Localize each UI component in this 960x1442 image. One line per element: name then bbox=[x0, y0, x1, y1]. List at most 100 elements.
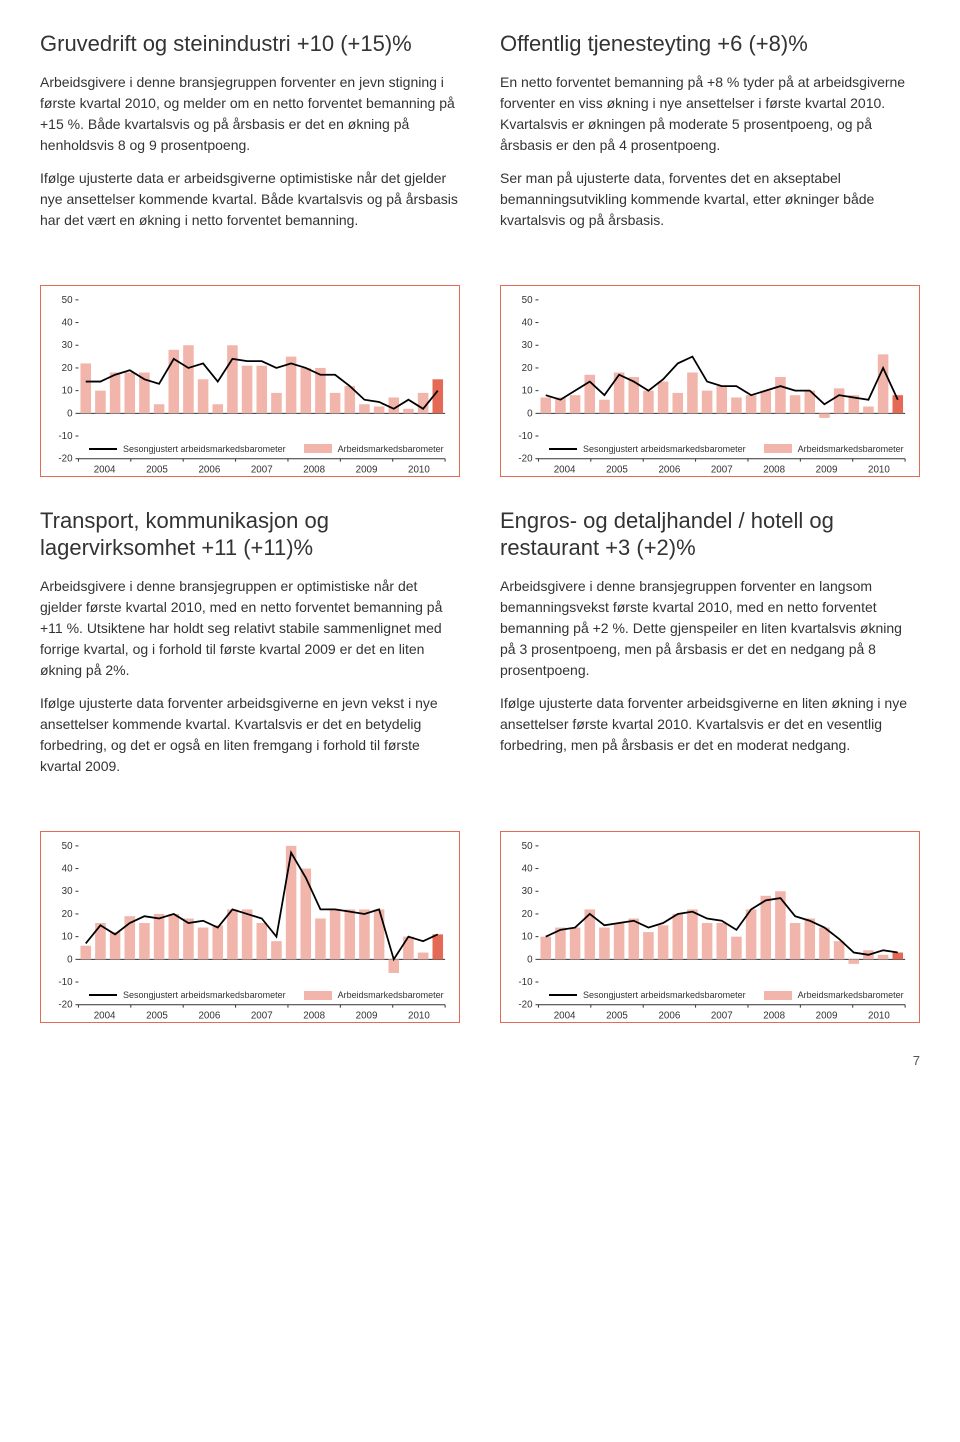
bar bbox=[80, 945, 91, 959]
legend-bar: Arbeidsmarkedsbarometer bbox=[304, 990, 444, 1000]
bar bbox=[804, 918, 815, 959]
bar bbox=[746, 395, 757, 413]
x-tick-label: 2008 bbox=[303, 464, 325, 475]
x-tick-label: 2004 bbox=[94, 1010, 116, 1021]
bar bbox=[374, 406, 385, 413]
legend-bar-label: Arbeidsmarkedsbarometer bbox=[338, 990, 444, 1000]
y-tick-label: 20 bbox=[62, 909, 73, 920]
bar bbox=[716, 386, 727, 413]
bar bbox=[286, 846, 297, 959]
bar bbox=[760, 390, 771, 413]
y-tick-label: 30 bbox=[522, 340, 533, 351]
y-tick-label: 30 bbox=[522, 886, 533, 897]
bar bbox=[330, 392, 341, 412]
bar bbox=[212, 404, 223, 413]
chart-engros: -20-100102030405020042005200620072008200… bbox=[500, 831, 920, 1023]
bar bbox=[760, 896, 771, 960]
legend-bar-label: Arbeidsmarkedsbarometer bbox=[338, 444, 444, 454]
bar bbox=[403, 408, 414, 413]
section-para: Ser man på ujusterte data, forventes det… bbox=[500, 168, 920, 231]
legend-bar: Arbeidsmarkedsbarometer bbox=[304, 444, 444, 454]
legend-bar-swatch bbox=[764, 444, 792, 453]
bar bbox=[540, 397, 551, 413]
bar bbox=[658, 925, 669, 959]
x-tick-label: 2010 bbox=[408, 1010, 430, 1021]
legend-line: Sesongjustert arbeidsmarkedsbarometer bbox=[89, 444, 286, 454]
legend-line-label: Sesongjustert arbeidsmarkedsbarometer bbox=[583, 444, 746, 454]
bar bbox=[687, 372, 698, 413]
section-para: Arbeidsgivere i denne bransjegruppen for… bbox=[40, 72, 460, 156]
y-tick-label: 50 bbox=[62, 841, 73, 852]
bar bbox=[418, 952, 429, 959]
bar bbox=[315, 918, 326, 959]
y-tick-label: 0 bbox=[527, 408, 533, 419]
bar bbox=[110, 932, 121, 959]
y-tick-label: 10 bbox=[522, 385, 533, 396]
chart-legend: Sesongjustert arbeidsmarkedsbarometer Ar… bbox=[49, 990, 451, 1000]
bar bbox=[878, 354, 889, 413]
bar bbox=[672, 914, 683, 959]
bar bbox=[242, 909, 253, 959]
x-tick-label: 2007 bbox=[251, 464, 273, 475]
y-tick-label: -10 bbox=[58, 977, 73, 988]
bar bbox=[643, 932, 654, 959]
charts-row-1: -20-100102030405020042005200620072008200… bbox=[40, 273, 920, 477]
legend-bar-swatch bbox=[764, 991, 792, 1000]
y-tick-label: 0 bbox=[67, 408, 73, 419]
bar bbox=[819, 413, 830, 418]
x-tick-label: 2010 bbox=[408, 464, 430, 475]
bar bbox=[198, 927, 209, 959]
y-tick-label: 20 bbox=[522, 909, 533, 920]
y-tick-label: -10 bbox=[518, 977, 533, 988]
x-tick-label: 2004 bbox=[94, 464, 116, 475]
bar bbox=[183, 345, 194, 413]
x-tick-label: 2009 bbox=[816, 464, 838, 475]
bar bbox=[599, 927, 610, 959]
bar bbox=[198, 379, 209, 413]
bar bbox=[790, 923, 801, 959]
bar bbox=[775, 377, 786, 413]
bar bbox=[687, 909, 698, 959]
bar bbox=[212, 925, 223, 959]
section-transport: Transport, kommunikasjon og lagervirksom… bbox=[40, 507, 460, 789]
legend-bar-swatch bbox=[304, 444, 332, 453]
legend-line: Sesongjustert arbeidsmarkedsbarometer bbox=[89, 990, 286, 1000]
x-tick-label: 2010 bbox=[868, 1010, 890, 1021]
legend-line-label: Sesongjustert arbeidsmarkedsbarometer bbox=[583, 990, 746, 1000]
bar bbox=[403, 936, 414, 959]
bar bbox=[731, 397, 742, 413]
y-tick-label: -10 bbox=[518, 430, 533, 441]
bar bbox=[227, 909, 238, 959]
x-tick-label: 2008 bbox=[303, 1010, 325, 1021]
x-tick-label: 2005 bbox=[606, 464, 628, 475]
legend-bar-swatch bbox=[304, 991, 332, 1000]
chart-legend: Sesongjustert arbeidsmarkedsbarometer Ar… bbox=[509, 444, 911, 454]
section-engros: Engros- og detaljhandel / hotell og rest… bbox=[500, 507, 920, 789]
bar bbox=[95, 390, 106, 413]
bar bbox=[330, 909, 341, 959]
bar bbox=[124, 372, 135, 413]
bar bbox=[168, 914, 179, 959]
bar bbox=[672, 392, 683, 412]
section-title: Transport, kommunikasjon og lagervirksom… bbox=[40, 507, 460, 562]
bar bbox=[271, 392, 282, 412]
x-tick-label: 2007 bbox=[711, 1010, 733, 1021]
x-tick-label: 2008 bbox=[763, 464, 785, 475]
bar bbox=[256, 365, 267, 413]
bar bbox=[570, 927, 581, 959]
bar bbox=[702, 923, 713, 959]
bar bbox=[790, 395, 801, 413]
section-title: Engros- og detaljhandel / hotell og rest… bbox=[500, 507, 920, 562]
x-tick-label: 2005 bbox=[146, 1010, 168, 1021]
y-tick-label: 10 bbox=[62, 385, 73, 396]
x-tick-label: 2004 bbox=[554, 1010, 576, 1021]
bar bbox=[154, 914, 165, 959]
bar bbox=[432, 934, 443, 959]
bar bbox=[344, 909, 355, 959]
x-tick-label: 2009 bbox=[356, 1010, 378, 1021]
x-tick-label: 2006 bbox=[658, 1010, 680, 1021]
bar bbox=[614, 923, 625, 959]
y-tick-label: -20 bbox=[518, 999, 533, 1010]
bar bbox=[540, 936, 551, 959]
bar bbox=[878, 955, 889, 960]
